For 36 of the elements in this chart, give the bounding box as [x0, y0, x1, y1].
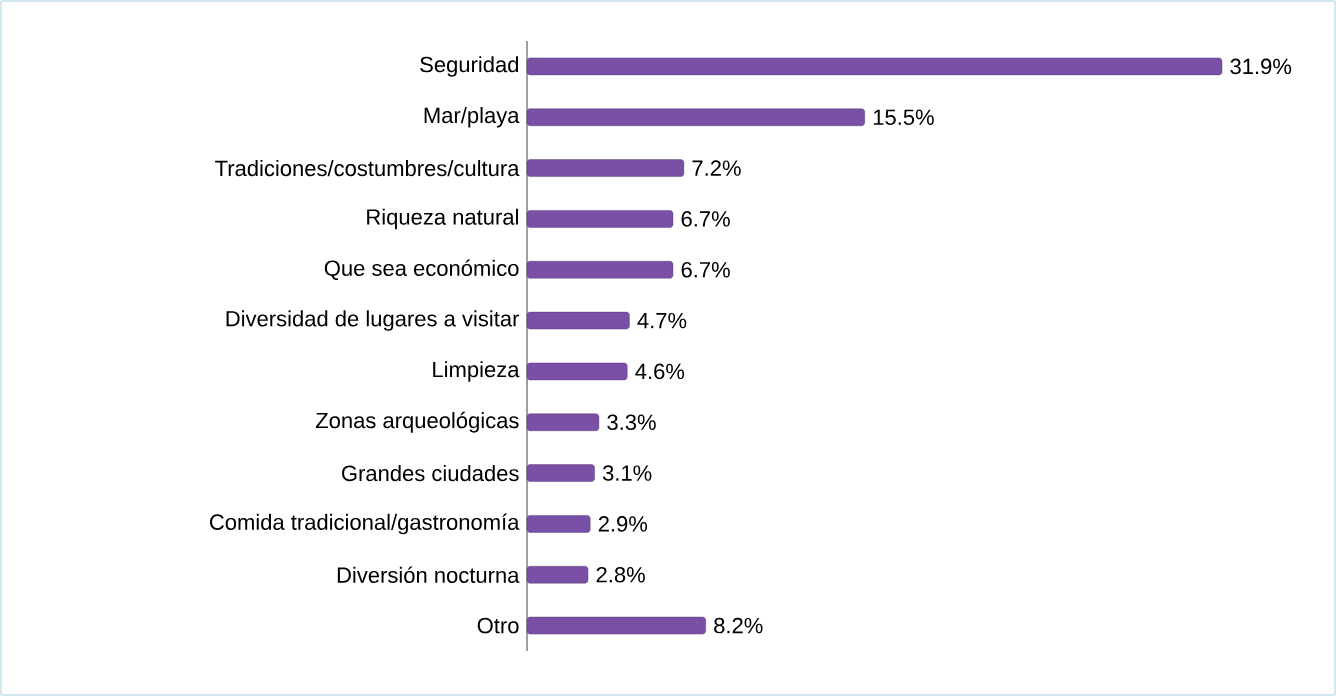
y-tick-label: Grandes ciudades — [342, 464, 519, 482]
bar — [526, 413, 600, 431]
y-tick-label: Limpieza — [433, 361, 520, 382]
bar — [526, 261, 674, 279]
bar — [526, 566, 589, 584]
data-label: 15.5% — [873, 109, 934, 125]
data-label: 4.7% — [637, 312, 687, 329]
y-tick-label: Comida tradicional/gastronomía — [209, 513, 520, 535]
bar — [526, 464, 595, 482]
data-label: 2.8% — [596, 566, 645, 583]
y-tick-label: Riqueza natural — [367, 208, 518, 230]
y-tick-label: Diversidad de lugares a visitar — [226, 310, 520, 331]
data-label: 4.6% — [635, 363, 685, 380]
bar — [526, 362, 628, 381]
bar — [526, 515, 591, 533]
data-label: 7.2% — [692, 160, 741, 176]
data-label: 3.1% — [602, 465, 652, 481]
y-tick-label: Otro — [477, 617, 519, 634]
y-tick-label: Seguridad — [420, 56, 519, 77]
bar — [526, 616, 706, 635]
y-tick-label: Mar/playa — [424, 106, 520, 128]
bar — [526, 311, 630, 330]
data-label: 6.7% — [681, 211, 730, 227]
y-tick-label: Que sea económico — [324, 259, 519, 280]
bar — [526, 57, 1223, 76]
data-label: 6.7% — [681, 261, 730, 278]
y-tick-label: Diversión nocturna — [337, 566, 520, 583]
y-tick-label: Tradiciones/costumbres/cultura — [215, 159, 520, 177]
data-label: 31.9% — [1230, 58, 1292, 75]
y-tick-label: Zonas arqueológicas — [315, 411, 519, 433]
data-label: 8.2% — [714, 617, 763, 634]
bar — [526, 159, 685, 177]
data-label: 3.3% — [607, 414, 656, 431]
data-label: 2.9% — [598, 516, 648, 532]
bar — [526, 210, 674, 228]
bar — [526, 108, 865, 126]
